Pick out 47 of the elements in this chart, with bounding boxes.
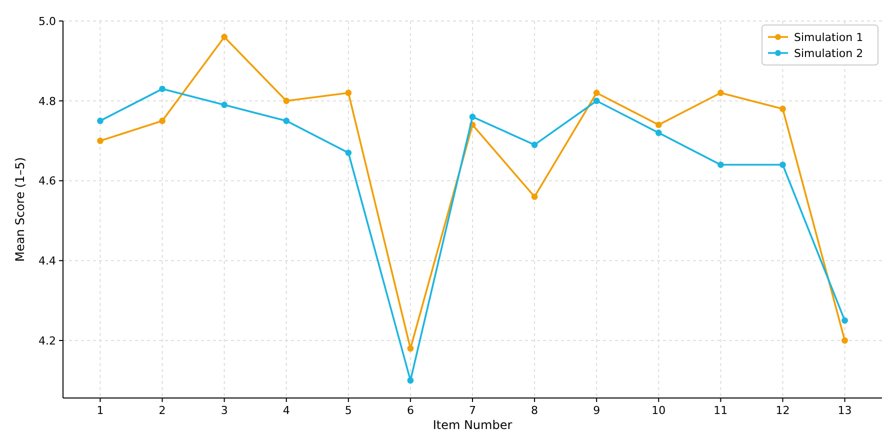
point — [283, 98, 290, 104]
y-tick-label: 4.8 — [38, 94, 56, 108]
point — [97, 138, 104, 144]
point — [407, 377, 414, 384]
x-axis-title: Item Number — [432, 418, 512, 432]
point — [842, 337, 848, 344]
y-tick-label: 5.0 — [38, 15, 56, 28]
legend-label: Simulation 2 — [794, 47, 864, 60]
y-tick-label: 4.6 — [38, 174, 56, 188]
x-tick-label: 13 — [838, 404, 852, 417]
x-tick-label: 4 — [282, 404, 290, 417]
x-tick-label: 11 — [714, 404, 728, 417]
x-tick-label: 10 — [652, 404, 666, 417]
point — [469, 114, 476, 120]
point — [780, 162, 786, 168]
x-tick-label: 6 — [406, 404, 414, 417]
point — [345, 90, 352, 96]
point — [97, 118, 104, 124]
x-tick-label: 8 — [531, 404, 538, 417]
point — [655, 122, 662, 128]
y-axis-title: Mean Score (1–5) — [13, 157, 27, 262]
point — [221, 102, 228, 108]
point — [159, 118, 166, 124]
point — [593, 98, 600, 104]
x-tick-label: 2 — [158, 404, 166, 417]
x-tick-label: 3 — [220, 404, 228, 417]
point — [531, 194, 538, 200]
point — [531, 142, 538, 148]
point — [780, 106, 786, 112]
x-tick-label: 5 — [344, 404, 352, 417]
y-tick-label: 4.2 — [38, 334, 56, 348]
point — [221, 34, 228, 40]
point — [842, 317, 848, 324]
x-tick-label: 12 — [776, 404, 790, 417]
point — [717, 162, 724, 168]
x-tick-label: 7 — [469, 404, 476, 417]
x-tick-label: 1 — [96, 404, 104, 417]
point — [159, 86, 166, 92]
point — [407, 345, 414, 352]
x-tick-label: 9 — [593, 404, 600, 417]
point — [655, 130, 662, 136]
legend-label: Simulation 1 — [794, 31, 864, 44]
point — [283, 118, 290, 124]
point — [593, 90, 600, 96]
point — [345, 150, 352, 156]
y-tick-label: 4.4 — [38, 254, 56, 268]
point — [717, 90, 724, 96]
